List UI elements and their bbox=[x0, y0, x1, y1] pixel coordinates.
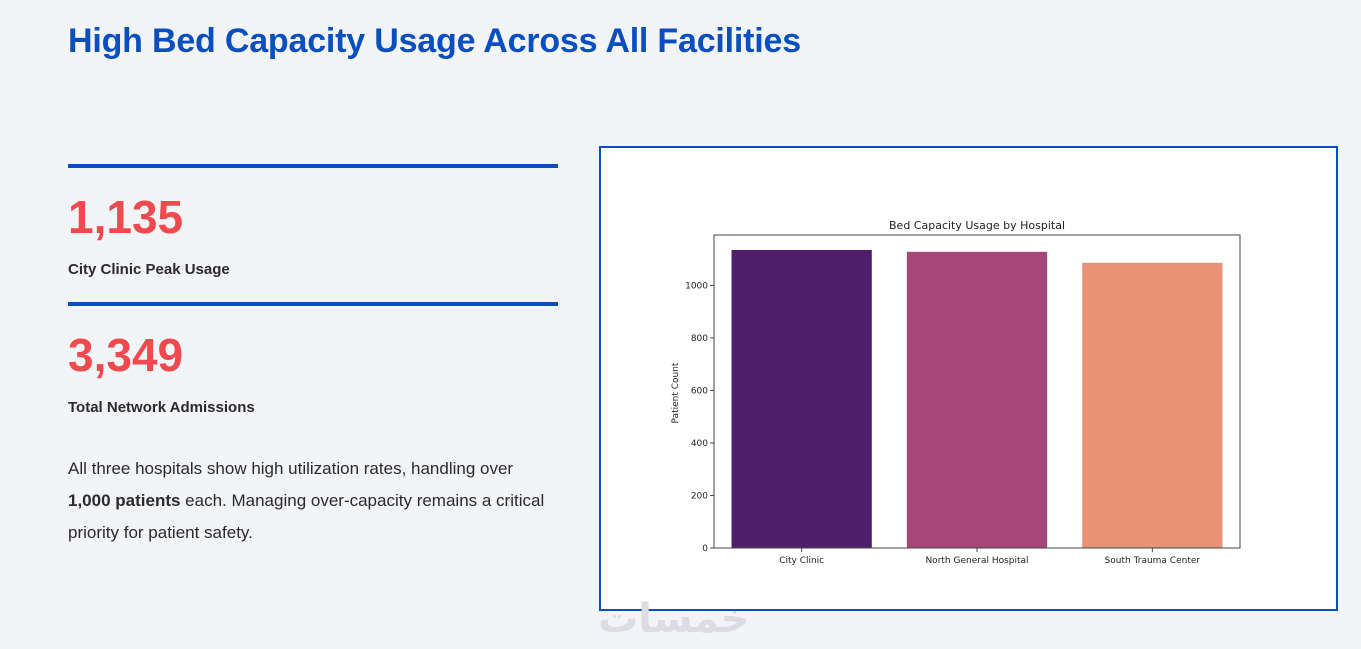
y-tick-label: 0 bbox=[702, 544, 708, 554]
page-title: High Bed Capacity Usage Across All Facil… bbox=[68, 22, 801, 60]
bar-north-general-hospital bbox=[906, 251, 1048, 548]
chart-container: Bed Capacity Usage by Hospital Patient C… bbox=[599, 146, 1338, 611]
y-tick-label: 600 bbox=[691, 386, 708, 396]
bar-chart: Bed Capacity Usage by Hospital Patient C… bbox=[671, 219, 1241, 566]
y-tick-label: 200 bbox=[691, 491, 708, 501]
chart-title: Bed Capacity Usage by Hospital bbox=[889, 219, 1065, 232]
watermark-logo: خمسات bbox=[598, 596, 750, 642]
stat-label-peak-usage: City Clinic Peak Usage bbox=[68, 261, 230, 278]
stat-label-total-admissions: Total Network Admissions bbox=[68, 399, 255, 416]
summary-highlight: 1,000 patients bbox=[68, 491, 181, 510]
stat-divider bbox=[68, 302, 558, 306]
bar-city-clinic bbox=[731, 249, 872, 548]
x-tick-label: City Clinic bbox=[779, 556, 824, 566]
y-axis-label: Patient Count bbox=[671, 362, 681, 423]
stat-divider bbox=[68, 164, 558, 168]
stat-value-peak-usage: 1,135 bbox=[68, 191, 184, 243]
summary-text: All three hospitals show high utilizatio… bbox=[68, 459, 514, 478]
stat-value-total-admissions: 3,349 bbox=[68, 329, 184, 381]
bar-south-trauma-center bbox=[1082, 262, 1223, 548]
x-tick-label: North General Hospital bbox=[925, 556, 1028, 566]
y-tick-label: 800 bbox=[691, 334, 708, 344]
y-tick-label: 1000 bbox=[685, 281, 708, 291]
summary-paragraph: All three hospitals show high utilizatio… bbox=[68, 453, 558, 549]
summary-text: each. Managing over-capacity remains a c… bbox=[68, 491, 545, 542]
plot-frame bbox=[713, 234, 1241, 549]
y-tick-label: 400 bbox=[691, 439, 708, 449]
x-tick-label: South Trauma Center bbox=[1105, 556, 1201, 566]
